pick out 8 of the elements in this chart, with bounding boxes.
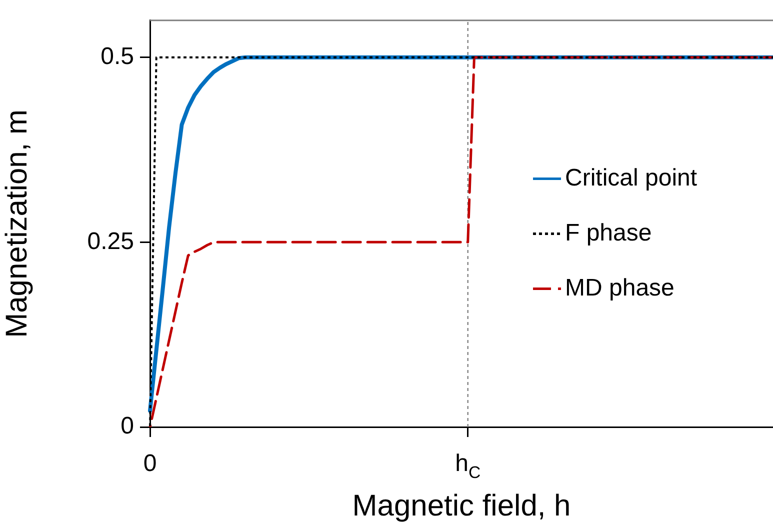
y-tick-label: 0.5 bbox=[100, 42, 134, 70]
legend-label: MD phase bbox=[565, 274, 674, 302]
x-axis-title: Magnetic field, h bbox=[352, 489, 571, 522]
y-axis-title: Magnetization, m bbox=[0, 109, 34, 338]
legend-label: Critical point bbox=[565, 164, 698, 192]
y-tick-label: 0.25 bbox=[87, 228, 134, 255]
y-tick-label: 0 bbox=[120, 412, 134, 440]
legend-label: F phase bbox=[565, 219, 652, 246]
